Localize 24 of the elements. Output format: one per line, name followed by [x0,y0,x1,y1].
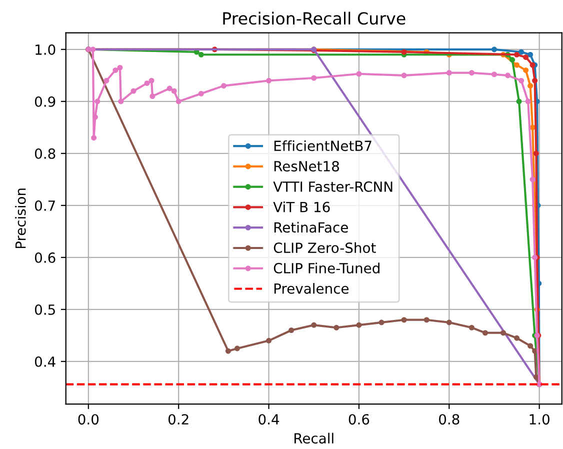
legend-label: ResNet18 [274,160,339,172]
legend-label: EfficientNetB7 [274,140,372,152]
y-tick-label: 0.8 [34,148,56,159]
x-axis-title: Recall [294,432,334,444]
x-tick-label: 1.0 [530,414,550,425]
chart-title: Precision-Recall Curve [223,12,406,25]
x-tick-label: 0.0 [78,414,99,425]
legend-label: RetinaFace [274,222,348,233]
x-tick-label: 0.4 [258,414,280,425]
legend-label: CLIP Fine-Tuned [274,262,380,274]
x-tick-label: 0.8 [439,414,460,425]
legend-label: CLIP Zero-Shot [274,242,376,254]
legend-label: Prevalence [274,283,349,294]
y-tick-label: 0.4 [34,356,56,367]
y-axis-title: Precision [15,188,26,248]
legend-label: VTTI Faster-RCNN [273,181,392,192]
x-tick-label: 0.6 [348,414,370,425]
y-tick-label: 1.0 [36,44,56,55]
x-tick-label: 0.2 [168,414,188,425]
y-tick-label: 0.9 [34,96,56,107]
y-tick-label: 0.7 [34,200,55,211]
y-tick-label: 0.6 [34,252,56,263]
legend-label: ViT B 16 [273,202,330,212]
y-tick-label: 0.5 [34,304,55,315]
